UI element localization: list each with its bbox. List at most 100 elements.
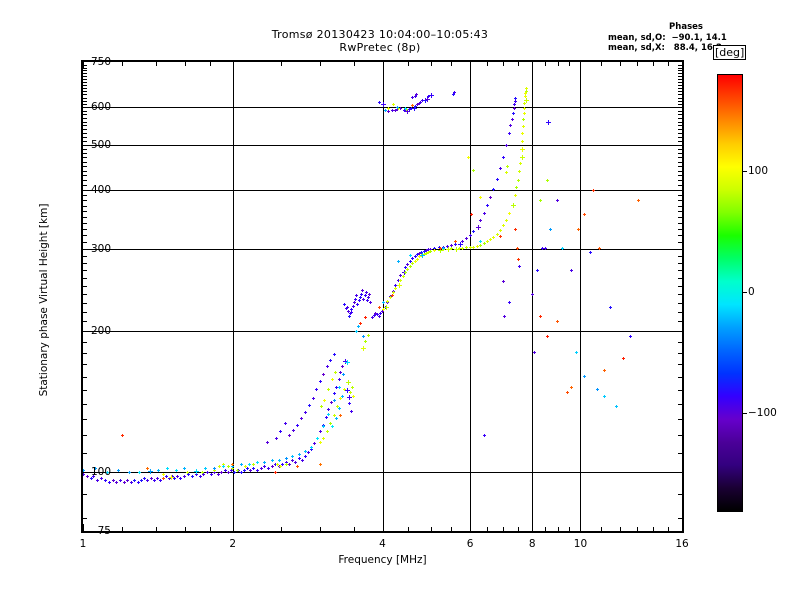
data-point (501, 280, 505, 284)
data-point (329, 422, 333, 426)
axis-tick (383, 524, 384, 531)
axis-tick (83, 73, 87, 74)
data-point (327, 388, 331, 392)
data-point (358, 296, 362, 299)
axis-tick (83, 162, 87, 163)
data-point (520, 139, 524, 143)
data-point (530, 292, 534, 296)
gridline-horizontal (83, 145, 682, 146)
data-point (362, 297, 366, 301)
data-point (453, 247, 459, 253)
data-point (201, 470, 205, 474)
data-point (410, 107, 414, 111)
data-point (402, 109, 406, 113)
data-point (556, 198, 560, 202)
data-point (344, 360, 350, 366)
data-point (548, 227, 552, 231)
data-point (391, 102, 395, 106)
data-point (259, 466, 263, 470)
data-point (279, 464, 283, 468)
axis-tick (83, 364, 87, 365)
data-point (242, 468, 246, 472)
axis-tick (83, 278, 87, 279)
axis-tick (83, 101, 87, 102)
data-point (296, 464, 300, 468)
data-point (339, 396, 343, 400)
data-point (89, 477, 93, 481)
axis-tick (503, 62, 504, 66)
data-point (518, 170, 522, 174)
axis-tick (83, 149, 87, 150)
data-point (347, 310, 351, 314)
data-point (429, 247, 433, 251)
data-point (378, 305, 382, 309)
axis-tick (620, 527, 621, 531)
gridline-horizontal (83, 249, 682, 250)
data-point (390, 294, 394, 298)
data-point (445, 247, 451, 253)
data-point (521, 132, 525, 136)
data-point (146, 466, 150, 470)
data-point (423, 97, 429, 103)
data-point (413, 104, 417, 108)
colorbar-tick-label: 100 (748, 164, 769, 177)
axis-tick (83, 377, 87, 378)
data-point (591, 188, 595, 192)
data-point (514, 96, 518, 100)
axis-tick (83, 229, 87, 230)
data-point (470, 212, 474, 216)
data-point (396, 278, 400, 282)
axis-tick (383, 62, 384, 69)
data-point (513, 99, 517, 103)
data-point (546, 334, 550, 338)
data-point (525, 87, 528, 91)
axis-tick (83, 118, 87, 119)
data-point (329, 359, 333, 363)
data-point (377, 314, 381, 318)
data-point (152, 479, 156, 483)
axis-tick (83, 185, 87, 186)
data-point (139, 479, 143, 483)
data-point (344, 306, 348, 310)
data-point (381, 310, 384, 314)
y-tick-label: 500 (90, 138, 111, 151)
data-point (498, 235, 502, 239)
data-point (427, 250, 431, 254)
data-point (523, 101, 527, 105)
colorbar-unit-label: [deg] (713, 45, 747, 60)
axis-tick (678, 171, 682, 172)
data-point (515, 186, 519, 189)
data-point (310, 446, 314, 449)
data-point (300, 459, 304, 463)
y-tick-label: 75 (97, 525, 111, 537)
axis-tick (83, 312, 87, 313)
data-point (335, 417, 339, 421)
data-point (504, 143, 508, 147)
axis-tick (678, 122, 682, 123)
axis-tick (210, 62, 211, 66)
colorbar[interactable] (717, 74, 743, 512)
data-point (424, 249, 428, 253)
axis-tick (233, 62, 234, 69)
data-point (516, 257, 520, 261)
data-point (323, 399, 327, 403)
data-point (231, 464, 235, 468)
axis-tick (487, 527, 488, 531)
axis-tick (470, 524, 471, 531)
axis-tick (675, 472, 682, 473)
data-point (364, 315, 368, 319)
data-point (174, 468, 178, 472)
axis-tick (678, 118, 682, 119)
data-point (404, 270, 408, 274)
axis-tick (431, 527, 432, 531)
axis-tick (83, 518, 87, 519)
data-point (318, 462, 322, 466)
data-point (313, 442, 316, 446)
data-point (479, 218, 483, 222)
data-point (404, 266, 408, 270)
axis-tick (83, 129, 87, 130)
data-point (187, 472, 191, 476)
axis-tick (678, 180, 682, 181)
data-point (297, 453, 301, 457)
data-point (570, 385, 574, 389)
